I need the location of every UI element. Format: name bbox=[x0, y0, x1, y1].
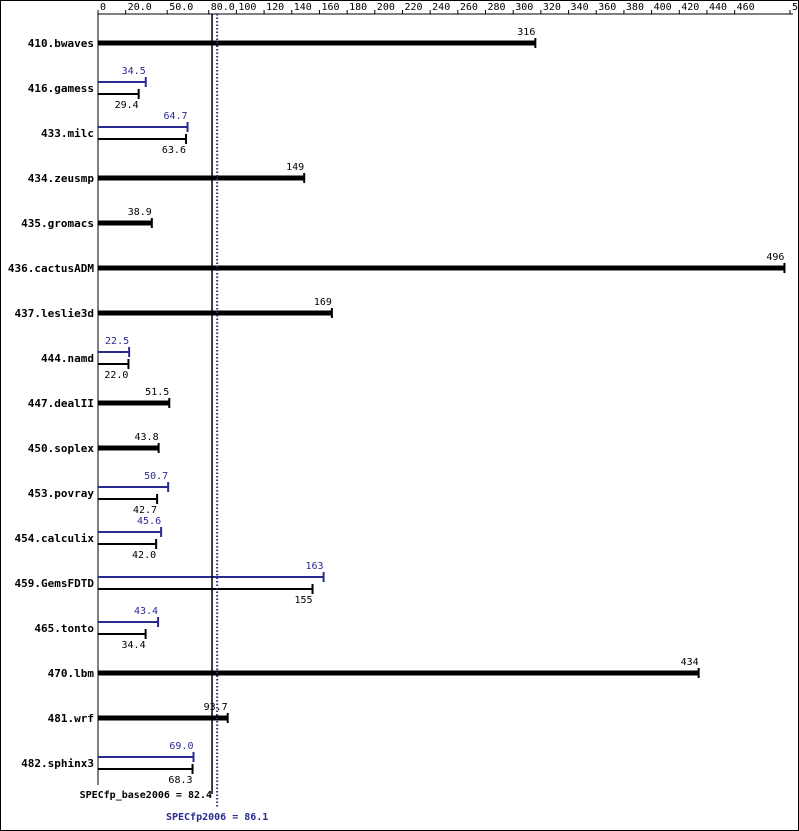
bar bbox=[98, 351, 130, 353]
category-label: 436.cactusADM bbox=[8, 262, 94, 275]
bar bbox=[98, 588, 313, 590]
value-label: 42.7 bbox=[133, 505, 157, 516]
category-label: 434.zeusmp bbox=[28, 172, 95, 185]
category-label: 481.wrf bbox=[48, 712, 94, 725]
x-tick-label: 360 bbox=[598, 2, 616, 13]
value-label: 316 bbox=[517, 27, 535, 38]
x-tick-label: 320 bbox=[543, 2, 561, 13]
category-label: 416.gamess bbox=[28, 82, 94, 95]
bar bbox=[98, 363, 129, 365]
value-label: 169 bbox=[314, 297, 332, 308]
category-label: 444.namd bbox=[41, 352, 94, 365]
bar bbox=[98, 175, 305, 181]
x-tick-label: 120 bbox=[266, 2, 284, 13]
x-tick-label: 260 bbox=[460, 2, 478, 13]
x-tick-label: 80.0 bbox=[211, 2, 235, 13]
category-label: 410.bwaves bbox=[28, 37, 94, 50]
value-label: 163 bbox=[306, 561, 324, 572]
bar bbox=[98, 126, 188, 128]
category-label: 433.milc bbox=[41, 127, 94, 140]
category-label: 459.GemsFDTD bbox=[15, 577, 95, 590]
category-label: 437.leslie3d bbox=[15, 307, 94, 320]
value-label: 22.0 bbox=[104, 370, 128, 381]
bar bbox=[98, 621, 159, 623]
x-tick-label: 0 bbox=[100, 2, 106, 13]
x-tick-label: 200 bbox=[377, 2, 395, 13]
x-tick-label: 160 bbox=[321, 2, 339, 13]
category-label: 470.lbm bbox=[48, 667, 95, 680]
value-label: 43.4 bbox=[134, 606, 158, 617]
reference-label: SPECfp2006 = 86.1 bbox=[166, 812, 268, 823]
bar bbox=[98, 756, 194, 758]
x-tick-label: 180 bbox=[349, 2, 367, 13]
x-tick-label: 340 bbox=[571, 2, 589, 13]
value-label: 51.5 bbox=[145, 387, 169, 398]
value-label: 93.7 bbox=[204, 702, 228, 713]
bar bbox=[98, 768, 193, 770]
x-tick-label: 400 bbox=[654, 2, 672, 13]
bar bbox=[98, 40, 536, 46]
reference-label: SPECfp_base2006 = 82.4 bbox=[80, 790, 212, 801]
value-label: 34.4 bbox=[122, 640, 146, 651]
value-label: 22.5 bbox=[105, 336, 129, 347]
bar bbox=[98, 310, 332, 316]
bar bbox=[98, 265, 785, 271]
bar bbox=[98, 220, 152, 226]
value-label: 38.9 bbox=[128, 207, 152, 218]
bar bbox=[98, 81, 146, 83]
bar bbox=[98, 498, 158, 500]
value-label: 64.7 bbox=[163, 111, 187, 122]
category-label: 454.calculix bbox=[15, 532, 95, 545]
bar bbox=[98, 138, 187, 140]
x-tick-label: 240 bbox=[432, 2, 450, 13]
bar bbox=[98, 715, 228, 721]
bar bbox=[98, 633, 146, 635]
bar bbox=[98, 531, 162, 533]
value-label: 155 bbox=[294, 595, 312, 606]
x-tick-label: 500 bbox=[792, 2, 799, 13]
category-label: 453.povray bbox=[28, 487, 95, 500]
bar bbox=[98, 400, 170, 406]
value-label: 42.0 bbox=[132, 550, 156, 561]
bar bbox=[98, 486, 169, 488]
x-tick-label: 300 bbox=[515, 2, 533, 13]
value-label: 29.4 bbox=[115, 100, 139, 111]
x-tick-label: 140 bbox=[294, 2, 312, 13]
x-tick-label: 100 bbox=[238, 2, 256, 13]
value-label: 69.0 bbox=[169, 741, 193, 752]
bar bbox=[98, 670, 699, 676]
bar bbox=[98, 576, 324, 578]
value-label: 34.5 bbox=[122, 66, 146, 77]
x-tick-label: 440 bbox=[709, 2, 727, 13]
category-label: 482.sphinx3 bbox=[21, 757, 94, 770]
value-label: 149 bbox=[286, 162, 304, 173]
value-label: 68.3 bbox=[168, 775, 192, 786]
x-tick-label: 420 bbox=[681, 2, 699, 13]
x-tick-label: 460 bbox=[737, 2, 755, 13]
value-label: 496 bbox=[766, 252, 784, 263]
value-label: 63.6 bbox=[162, 145, 186, 156]
category-label: 450.soplex bbox=[28, 442, 95, 455]
value-label: 434 bbox=[681, 657, 699, 668]
x-tick-label: 220 bbox=[404, 2, 422, 13]
category-label: 447.dealII bbox=[28, 397, 94, 410]
category-label: 465.tonto bbox=[34, 622, 94, 635]
x-tick-label: 20.0 bbox=[128, 2, 152, 13]
bar bbox=[98, 445, 159, 451]
value-label: 43.8 bbox=[135, 432, 159, 443]
bar bbox=[98, 93, 139, 95]
bar bbox=[98, 543, 157, 545]
category-label: 435.gromacs bbox=[21, 217, 94, 230]
x-tick-label: 280 bbox=[488, 2, 506, 13]
value-label: 50.7 bbox=[144, 471, 168, 482]
value-label: 45.6 bbox=[137, 516, 161, 527]
x-tick-label: 380 bbox=[626, 2, 644, 13]
x-tick-label: 50.0 bbox=[169, 2, 193, 13]
